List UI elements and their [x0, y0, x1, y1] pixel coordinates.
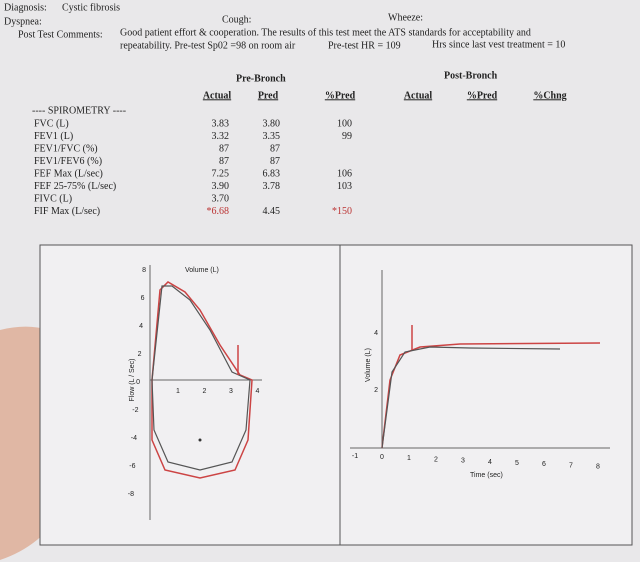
axis-title: Volume (L)	[185, 267, 219, 274]
cell: 87	[270, 156, 280, 167]
row-label: FEF Max (L/sec)	[34, 168, 103, 179]
row-label: FEV1/FEV6 (%)	[34, 156, 102, 167]
label: Cough:	[222, 14, 251, 25]
column-header: %Chng	[533, 90, 566, 101]
label: Dyspnea:	[4, 16, 42, 27]
row-label: FVC (L)	[34, 118, 69, 129]
cell: 106	[337, 168, 352, 179]
axis-title: Time (sec)	[470, 472, 503, 479]
loop-curve	[151, 281, 253, 479]
row-label: FEV1 (L)	[34, 131, 73, 142]
column-header: Pred	[258, 90, 279, 101]
x-tick-label: 7	[569, 462, 573, 469]
comment: Good patient effort & cooperation. The r…	[120, 27, 531, 38]
x-tick-label: 4	[488, 459, 492, 466]
column-header: %Pred	[325, 90, 356, 101]
cell: 3.83	[212, 118, 230, 129]
cell: 100	[337, 118, 352, 129]
y-tick-label: 8	[142, 267, 146, 274]
x-tick-label: 1	[407, 455, 411, 462]
y-tick-label: 2	[138, 351, 142, 358]
group-header: Pre-Bronch	[236, 73, 286, 84]
x-tick-label: 3	[461, 458, 465, 465]
x-tick-label: 1	[176, 388, 180, 395]
table: Actual Pred %Pred Actual %Pred %Chng FVC (L) 3.…	[34, 90, 567, 217]
y-tick-label: 4	[139, 323, 143, 330]
chart-frame	[39, 244, 633, 546]
cell: *150	[332, 206, 352, 217]
cell: 6.83	[263, 168, 281, 179]
cell: 3.80	[263, 118, 281, 129]
label: Wheeze:	[388, 12, 423, 23]
row-label: FIVC (L)	[34, 193, 72, 204]
cell: 103	[337, 181, 352, 192]
y-tick-label: -4	[131, 435, 137, 442]
x-tick-label: 6	[542, 461, 546, 468]
group-header: Post-Bronch	[444, 70, 498, 81]
cell: 87	[270, 143, 280, 154]
time-curve	[381, 346, 561, 449]
y-tick-label: 0	[136, 379, 140, 386]
cell: 3.32	[212, 131, 230, 142]
y-tick-label: 2	[374, 387, 378, 394]
cell: 87	[219, 156, 229, 167]
cell: 4.45	[263, 206, 281, 217]
x-tick-label: 2	[203, 388, 207, 395]
loop-curve	[151, 285, 251, 471]
column-header: Actual	[404, 90, 433, 101]
y-tick-label: -6	[129, 463, 135, 470]
cell: *6.68	[207, 206, 230, 217]
axis-title: Volume (L)	[365, 348, 372, 382]
cell: 7.25	[212, 168, 230, 179]
cell: 3.70	[212, 193, 230, 204]
value: Cystic fibrosis	[62, 2, 120, 13]
cell: 3.78	[263, 181, 281, 192]
y-tick-label: 6	[141, 295, 145, 302]
y-tick-label: -8	[128, 491, 134, 498]
x-tick-label: 0	[380, 454, 384, 461]
axis-title: Flow (L / Sec)	[129, 359, 136, 402]
label: Diagnosis:	[4, 2, 47, 13]
row-label: FEV1/FVC (%)	[34, 143, 98, 154]
x-tick-label: 2	[434, 456, 438, 463]
row-label: FIF Max (L/sec)	[34, 206, 100, 217]
x-tick-label: 5	[515, 460, 519, 467]
cell: 99	[342, 131, 352, 142]
row-label: FEF 25-75% (L/sec)	[34, 181, 116, 192]
comment: Pre-test HR = 109	[328, 40, 401, 51]
section: ---- SPIROMETRY ----	[32, 105, 126, 116]
column-header: Actual	[203, 90, 232, 101]
label: Post Test Comments:	[18, 29, 103, 40]
x-tick-label: 4	[256, 388, 260, 395]
cell: 3.90	[212, 181, 230, 192]
x-tick-label: -1	[352, 453, 358, 460]
comment: repeatability. Pre-test Sp02 =98 on room…	[120, 40, 296, 51]
dot	[198, 438, 202, 442]
x-tick-label: 8	[596, 464, 600, 471]
y-tick-label: -2	[132, 407, 138, 414]
cell: 87	[219, 143, 229, 154]
cell: 3.35	[263, 131, 281, 142]
comment: Hrs since last vest treatment = 10	[432, 39, 565, 50]
x-tick-label: 3	[229, 388, 233, 395]
column-header: %Pred	[467, 90, 498, 101]
y-tick-label: 4	[374, 330, 378, 337]
